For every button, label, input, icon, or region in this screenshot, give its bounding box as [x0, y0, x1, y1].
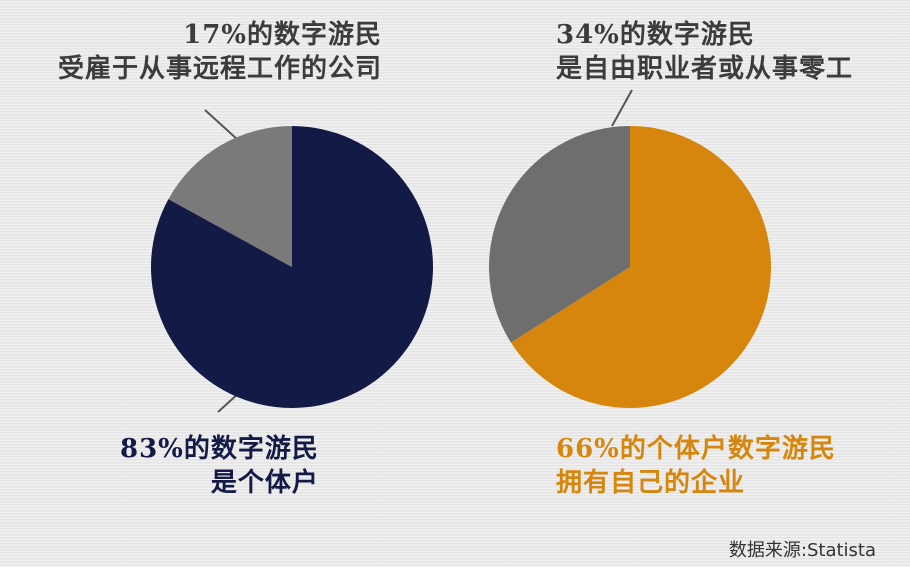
label-right-top-line2: 是自由职业者或从事零工	[556, 54, 854, 84]
label-left-top-line2: 受雇于从事远程工作的公司	[57, 54, 382, 84]
label-right-bottom: 66%的个体户数字游民 拥有自己的企业	[556, 432, 836, 500]
label-right-top: 34%的数字游民 是自由职业者或从事零工	[556, 18, 853, 86]
label-right-top-line1: 34%的数字游民	[556, 20, 755, 50]
label-left-bottom-line2: 是个体户	[210, 468, 319, 498]
label-right-bottom-line2: 拥有自己的企业	[556, 468, 746, 498]
label-right-bottom-line1: 66%的个体户数字游民	[556, 434, 836, 464]
pie-slice-own-business	[510, 126, 771, 408]
pie-chart-left	[151, 126, 433, 408]
label-left-top-line1: 17%的数字游民	[183, 20, 382, 50]
leader-line-left-top	[204, 109, 239, 141]
label-left-bottom: 83%的数字游民 是个体户	[120, 432, 319, 500]
pie-chart-right	[488, 126, 771, 408]
leader-line-right-top	[611, 89, 633, 127]
source-note: 数据来源:Statista	[728, 540, 876, 561]
pie-slice-freelancer	[488, 126, 630, 343]
pie-slice-employed-remote	[168, 126, 292, 267]
label-left-bottom-line1: 83%的数字游民	[120, 434, 319, 464]
label-left-top: 17%的数字游民 受雇于从事远程工作的公司	[58, 18, 382, 86]
